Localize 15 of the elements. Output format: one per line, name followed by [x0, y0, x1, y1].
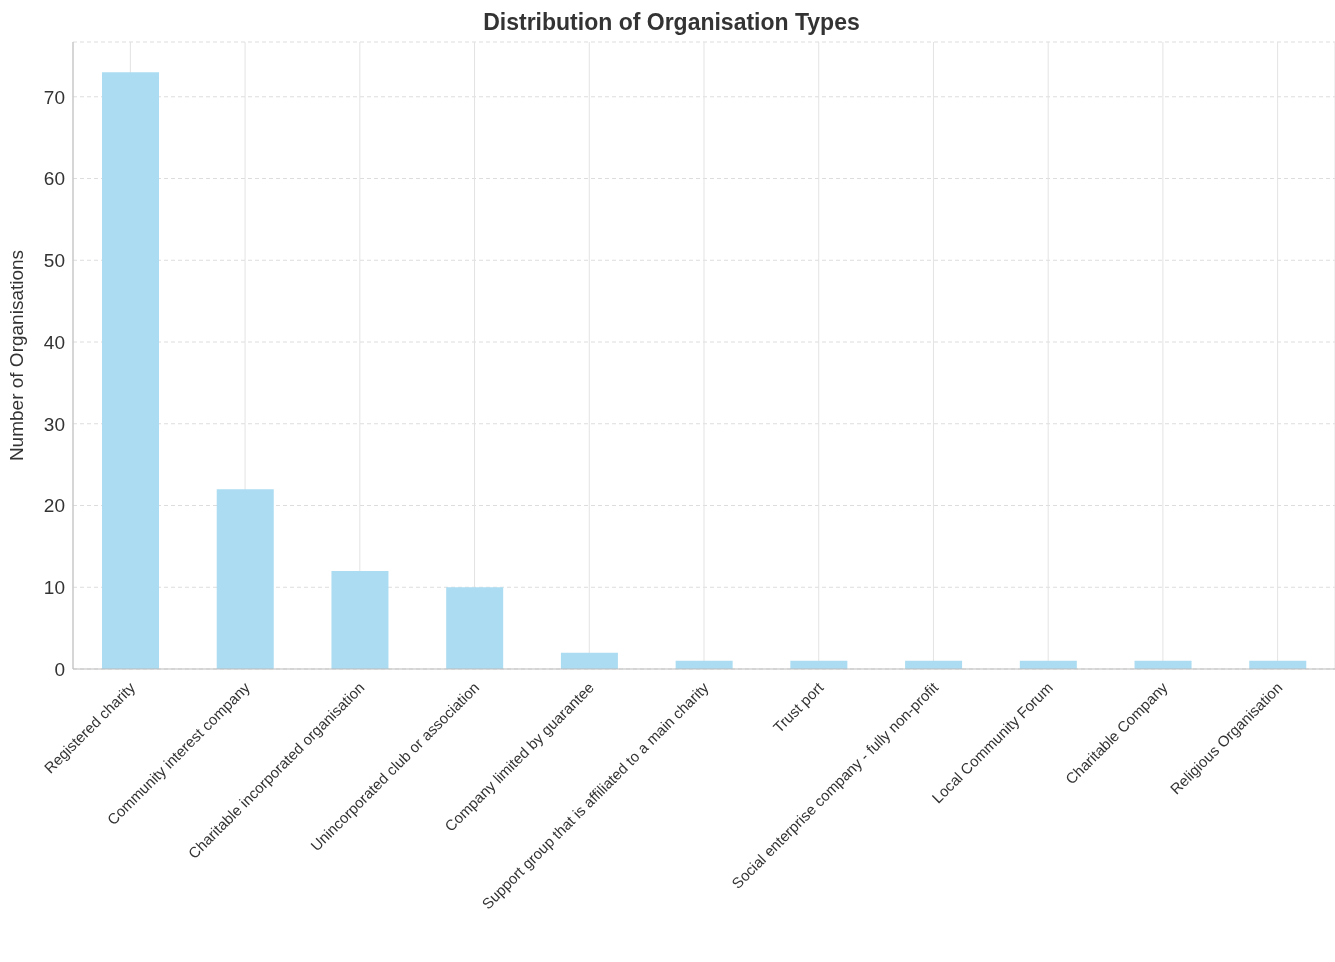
bar	[331, 570, 389, 669]
y-tick-label: 0	[54, 658, 65, 680]
y-tick-label: 20	[43, 495, 65, 517]
y-axis-title: Number of Organisations	[5, 249, 27, 462]
chart-title: Distribution of Organisation Types	[482, 8, 861, 37]
y-tick-label: 70	[43, 86, 65, 108]
y-tick-label: 10	[43, 577, 65, 598]
bar	[560, 652, 618, 669]
bar	[102, 72, 159, 669]
y-tick-label: 30	[43, 413, 65, 435]
y-tick-label: 50	[43, 250, 65, 272]
y-tick-label: 60	[43, 168, 65, 190]
bar	[216, 489, 274, 669]
bar	[446, 587, 504, 669]
y-tick-label: 40	[43, 331, 65, 353]
